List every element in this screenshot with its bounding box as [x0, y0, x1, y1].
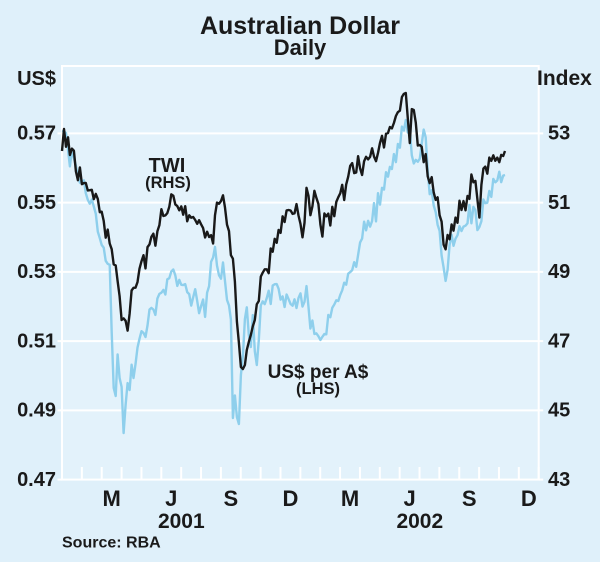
svg-text:53: 53 — [548, 123, 570, 145]
svg-text:2001: 2001 — [158, 510, 205, 533]
svg-text:45: 45 — [548, 400, 570, 422]
svg-text:0.57: 0.57 — [17, 123, 56, 145]
svg-text:(LHS): (LHS) — [296, 380, 340, 398]
svg-text:J: J — [403, 486, 415, 511]
svg-text:Australian Dollar: Australian Dollar — [200, 12, 400, 40]
svg-text:M: M — [341, 486, 359, 511]
svg-text:2002: 2002 — [396, 510, 443, 533]
svg-text:D: D — [521, 486, 537, 511]
svg-text:TWI: TWI — [149, 155, 186, 177]
svg-text:43: 43 — [548, 469, 570, 491]
svg-text:0.55: 0.55 — [17, 192, 56, 214]
svg-text:S: S — [223, 486, 238, 511]
svg-text:Source: RBA: Source: RBA — [62, 535, 161, 552]
svg-text:Index: Index — [537, 67, 592, 90]
svg-text:(RHS): (RHS) — [145, 174, 191, 192]
svg-text:49: 49 — [548, 261, 570, 283]
svg-text:D: D — [282, 486, 298, 511]
svg-text:J: J — [165, 486, 177, 511]
svg-text:S: S — [462, 486, 477, 511]
svg-text:0.53: 0.53 — [17, 261, 56, 283]
svg-text:0.47: 0.47 — [17, 469, 56, 491]
svg-text:Daily: Daily — [274, 35, 327, 60]
svg-text:47: 47 — [548, 330, 570, 352]
svg-text:US$: US$ — [17, 68, 56, 90]
svg-text:M: M — [103, 486, 121, 511]
svg-text:0.49: 0.49 — [17, 400, 56, 422]
svg-text:US$ per A$: US$ per A$ — [268, 362, 369, 383]
svg-text:51: 51 — [548, 192, 570, 214]
svg-text:0.51: 0.51 — [17, 330, 56, 352]
